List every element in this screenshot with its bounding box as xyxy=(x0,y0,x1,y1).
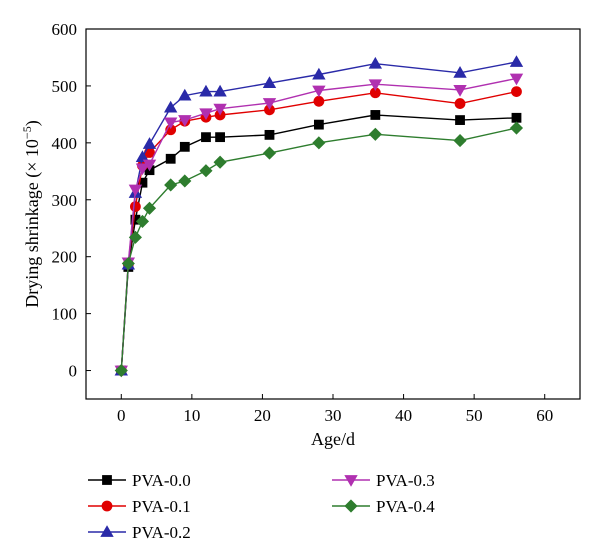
legend-label: PVA-0.3 xyxy=(376,471,435,490)
legend-item: PVA-0.4 xyxy=(332,497,435,516)
x-tick-label: 50 xyxy=(466,406,483,425)
x-tick-label: 60 xyxy=(536,406,553,425)
legend-marker xyxy=(100,525,114,537)
data-point xyxy=(164,178,178,192)
legend: PVA-0.0 PVA-0.1 PVA-0.2 PVA-0.3 PVA-0.4 xyxy=(88,471,435,542)
data-point xyxy=(213,155,227,169)
legend-marker xyxy=(101,500,113,512)
data-point xyxy=(312,67,326,80)
y-tick-label: 400 xyxy=(52,134,78,153)
y-tick-label: 0 xyxy=(69,362,78,381)
data-point xyxy=(313,95,325,107)
legend-item: PVA-0.2 xyxy=(88,523,191,542)
data-point xyxy=(114,363,128,378)
data-point xyxy=(178,174,192,188)
x-tick-label: 20 xyxy=(254,406,271,425)
data-point xyxy=(135,150,150,162)
x-tick-label: 30 xyxy=(325,406,342,425)
data-point xyxy=(199,108,213,121)
series-line xyxy=(120,114,517,371)
data-point xyxy=(129,201,141,213)
data-point xyxy=(179,141,190,152)
data-point xyxy=(142,201,157,215)
data-point xyxy=(509,55,524,67)
y-tick-label: 500 xyxy=(52,77,78,96)
data-point xyxy=(453,85,467,97)
y-axis-title-close: ) xyxy=(22,120,43,126)
series-line xyxy=(120,90,517,371)
data-point xyxy=(128,230,142,244)
data-point xyxy=(213,103,227,116)
data-point xyxy=(163,100,178,113)
x-tick-label: 40 xyxy=(395,406,412,425)
series-layer xyxy=(114,55,524,378)
data-point xyxy=(370,110,381,120)
series-line xyxy=(120,61,517,371)
data-point xyxy=(511,86,522,98)
series-pva-0-1 xyxy=(115,86,522,376)
legend-marker xyxy=(344,475,358,487)
x-tick-label: 0 xyxy=(117,406,126,425)
series-line xyxy=(120,127,517,371)
data-point xyxy=(312,85,326,98)
y-axis-title-exponent: −5 xyxy=(20,126,34,139)
data-point xyxy=(128,184,143,197)
data-point xyxy=(453,134,467,148)
x-axis-title: Age/d xyxy=(311,429,355,449)
data-point xyxy=(264,129,275,140)
data-point xyxy=(511,112,522,123)
legend-item: PVA-0.1 xyxy=(88,497,191,516)
data-point xyxy=(201,132,211,143)
legend-marker xyxy=(344,499,358,513)
data-point xyxy=(313,119,324,130)
data-point xyxy=(368,56,383,69)
data-point xyxy=(454,98,466,109)
data-point xyxy=(163,117,178,130)
y-tick-label: 200 xyxy=(52,248,78,267)
data-point xyxy=(509,121,524,135)
data-point xyxy=(262,76,277,88)
legend-label: PVA-0.4 xyxy=(376,497,435,516)
data-point xyxy=(142,137,157,149)
legend-item: PVA-0.0 xyxy=(88,471,191,490)
data-point xyxy=(312,136,326,150)
plot-frame xyxy=(85,28,581,400)
data-point xyxy=(215,132,225,143)
legend-item: PVA-0.3 xyxy=(332,471,435,490)
data-point xyxy=(142,159,157,172)
data-point xyxy=(509,73,524,86)
legend-marker xyxy=(102,475,112,485)
y-axis-title-main: Drying shrinkage (× 10 xyxy=(22,139,43,308)
data-point xyxy=(262,98,277,110)
data-point xyxy=(262,146,277,160)
data-point xyxy=(178,115,192,127)
legend-label: PVA-0.2 xyxy=(132,523,191,542)
data-point xyxy=(455,115,465,125)
data-point xyxy=(453,66,467,78)
data-point xyxy=(199,84,213,97)
y-axis-title: Drying shrinkage (× 10−5) xyxy=(20,120,43,307)
data-point xyxy=(165,153,176,164)
series-pva-0-4 xyxy=(114,121,524,378)
y-tick-label: 600 xyxy=(52,20,78,39)
data-point xyxy=(199,164,213,178)
y-tick-label: 100 xyxy=(52,305,78,324)
series-pva-0-0 xyxy=(116,110,522,376)
data-point xyxy=(368,127,382,141)
legend-label: PVA-0.1 xyxy=(132,497,191,516)
data-point xyxy=(121,256,135,271)
legend-label: PVA-0.0 xyxy=(132,471,191,490)
data-point xyxy=(213,84,227,97)
data-point xyxy=(368,79,383,92)
x-tick-label: 10 xyxy=(183,406,200,425)
data-point xyxy=(135,214,150,228)
data-point xyxy=(178,88,192,101)
data-point xyxy=(135,163,150,176)
y-tick-label: 300 xyxy=(52,191,78,210)
